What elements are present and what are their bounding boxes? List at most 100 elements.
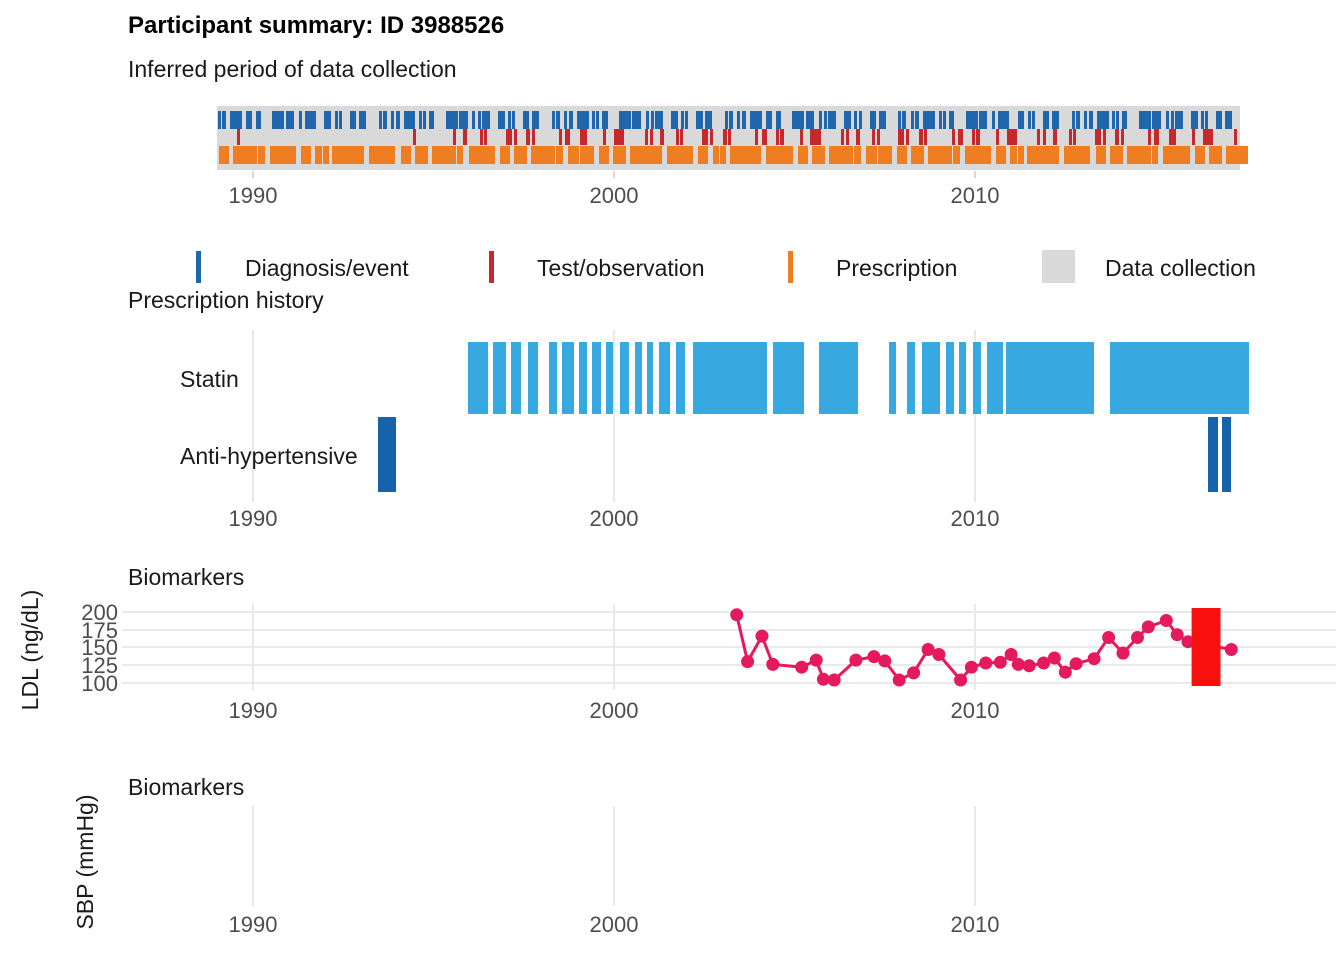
diagnosis-event-tick: [390, 111, 394, 129]
prescription-tick: [325, 146, 329, 164]
diagnosis-event-tick: [497, 111, 501, 129]
diagnosis-event-tick: [765, 111, 769, 129]
prescription-tick: [377, 146, 381, 164]
diagnosis-event-tick: [1205, 111, 1209, 129]
test-observation-tick: [919, 129, 924, 145]
diagnosis-event-tick: [461, 111, 468, 129]
prescription-tick: [936, 146, 940, 164]
prescription-tick: [440, 146, 444, 164]
diagnosis-event-tick: [288, 111, 295, 129]
diagnosis-event-tick: [847, 111, 852, 129]
diagnosis-event-tick: [285, 111, 289, 129]
prescription-tick: [1182, 146, 1186, 164]
prescription-tick: [1208, 146, 1214, 164]
test-observation-tick: [649, 129, 653, 145]
prescription-tick: [722, 146, 726, 164]
prescription-tick: [1072, 146, 1076, 164]
gridline-vertical: [252, 806, 254, 906]
prescription-tick: [605, 146, 609, 164]
prescription-tick: [739, 146, 752, 164]
prescription-tick: [1109, 146, 1115, 164]
diagnosis-event-tick: [681, 111, 685, 129]
diagnosis-event-tick: [472, 111, 476, 129]
x-axis-tick-label: 2000: [589, 506, 639, 531]
ldl-data-point: [979, 656, 993, 670]
prescription-tick: [335, 146, 340, 164]
test-observation-tick: [579, 129, 583, 145]
diagnosis-event-tick: [1216, 111, 1222, 129]
diagnosis-event-tick: [431, 111, 435, 129]
test-observation-tick: [505, 129, 512, 145]
gridline-horizontal: [122, 681, 1336, 684]
diagnosis-event-tick: [564, 111, 568, 129]
test-observation-tick: [1120, 129, 1124, 145]
ldl-data-point: [932, 648, 946, 661]
prescription-tick: [452, 146, 456, 164]
diagnosis-event-tick: [459, 111, 463, 129]
test-observation-tick: [1192, 129, 1196, 145]
prescription-tick: [499, 146, 504, 164]
test-observation-tick: [614, 129, 622, 145]
prescription-tick: [623, 146, 627, 164]
diagnosis-event-tick: [477, 111, 481, 129]
prescription-tick: [996, 146, 1001, 164]
y-axis-tick-label: 125: [81, 653, 118, 679]
x-axis-tick-label: 2010: [950, 912, 1000, 937]
test-observation-tick: [463, 129, 468, 145]
ldl-data-point: [921, 643, 935, 656]
diagnosis-event-tick: [737, 111, 741, 129]
diagnosis-event-tick: [500, 111, 505, 129]
legend-key-2: [788, 251, 793, 283]
test-observation-tick: [958, 129, 964, 145]
test-observation-tick: [817, 129, 821, 145]
prescription-interval: [693, 342, 768, 414]
prescription-tick: [839, 146, 852, 164]
prescription-tick: [1020, 146, 1024, 164]
legend-key-1: [489, 251, 494, 283]
diagnosis-event-tick: [245, 111, 249, 129]
test-observation-tick: [924, 129, 928, 145]
ldl-line-chart: [730, 608, 1238, 687]
diagnosis-event-tick: [382, 111, 387, 129]
ldl-data-point: [1004, 648, 1018, 661]
prescription-tick: [651, 146, 655, 164]
x-axis-tick-label: 1990: [228, 183, 278, 208]
diagnosis-event-tick: [230, 111, 234, 129]
test-observation-tick: [1115, 129, 1120, 145]
x-axis-tick-label: 2010: [950, 183, 1000, 208]
prescription-tick: [534, 146, 539, 164]
ldl-data-point: [741, 655, 755, 669]
prescription-tick: [417, 146, 422, 164]
prescription-tick: [903, 146, 907, 164]
ldl-data-point: [892, 673, 906, 687]
prescription-tick: [613, 146, 619, 164]
prescription-tick: [1165, 146, 1173, 164]
test-observation-tick: [841, 129, 845, 145]
prescription-tick: [964, 146, 968, 164]
prescription-tick: [434, 146, 439, 164]
diagnosis-event-tick: [327, 111, 332, 129]
prescription-tick: [1129, 146, 1134, 164]
prescription-tick: [1154, 146, 1159, 164]
prescription-tick: [576, 146, 580, 164]
diagnosis-event-tick: [872, 111, 876, 129]
test-observation-tick: [776, 129, 780, 145]
ldl-data-point: [867, 650, 881, 664]
test-observation-tick: [412, 129, 416, 145]
prescription-interval: [921, 342, 940, 414]
prescription-tick: [938, 146, 951, 164]
x-axis-tick-label: 1990: [228, 506, 278, 531]
prescription-tick: [360, 146, 365, 164]
y-axis-tick-label: 175: [81, 617, 118, 643]
prescription-tick: [884, 146, 888, 164]
ldl-data-point: [1181, 635, 1195, 649]
diagnosis-event-tick: [696, 111, 702, 129]
prescription-tick: [685, 146, 689, 164]
y-axis-tick-label: 100: [81, 670, 118, 696]
prescription-tick: [1200, 146, 1204, 164]
diagnosis-event-tick: [276, 111, 281, 129]
diagnosis-event-tick: [338, 111, 342, 129]
diagnosis-event-tick: [1225, 111, 1233, 129]
prescription-tick: [388, 146, 391, 164]
prescription-tick: [269, 146, 273, 164]
